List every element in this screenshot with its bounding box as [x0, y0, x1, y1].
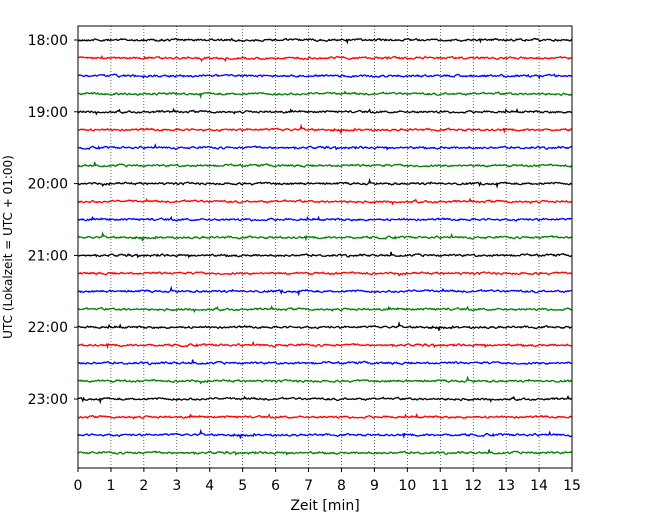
plot-frame [77, 25, 573, 469]
y-tick-label: 23:00 [28, 392, 68, 408]
x-tick-label: 6 [271, 478, 280, 494]
x-tick-label: 11 [431, 478, 449, 494]
x-tick-label: 7 [304, 478, 313, 494]
x-tick-label: 14 [530, 478, 548, 494]
trace-line [77, 340, 573, 350]
seismic-traces [77, 37, 573, 456]
trace-line [77, 285, 573, 297]
trace-line [77, 54, 573, 63]
y-axis-ticks: 18:00 19:00 20:00 21:00 22:00 23:00 [28, 33, 78, 408]
trace-line [77, 123, 573, 134]
x-tick-label: 1 [106, 478, 115, 494]
trace-line [77, 37, 573, 45]
x-tick-label: 10 [398, 478, 416, 494]
trace-line [77, 271, 573, 277]
trace-line [77, 73, 573, 80]
y-tick-label: 21:00 [28, 248, 68, 264]
trace-line [77, 143, 573, 151]
y-tick-label: 19:00 [28, 105, 68, 121]
trace-line [77, 320, 573, 331]
trace-line [77, 428, 573, 439]
trace-line [77, 394, 573, 405]
y-tick-label: 22:00 [28, 320, 68, 336]
x-tick-label: 0 [74, 478, 83, 494]
trace-line [77, 107, 573, 116]
trace-line [77, 251, 573, 259]
x-tick-label: 3 [172, 478, 181, 494]
x-axis-label: Zeit [min] [290, 498, 359, 514]
x-tick-label: 8 [337, 478, 346, 494]
y-tick-label: 20:00 [28, 177, 68, 193]
trace-line [77, 177, 573, 189]
trace-line [77, 90, 573, 100]
trace-line [77, 375, 573, 385]
trace-line [77, 449, 573, 456]
x-tick-label: 4 [205, 478, 214, 494]
trace-line [77, 197, 573, 206]
trace-line [77, 305, 573, 314]
x-tick-label: 5 [238, 478, 247, 494]
trace-line [77, 162, 573, 168]
x-axis-ticks: 0 1 2 3 4 5 6 7 8 9 10 11 12 13 14 15 [74, 468, 581, 494]
trace-line [77, 412, 573, 420]
x-tick-label: 13 [497, 478, 515, 494]
trace-line [77, 231, 573, 242]
trace-line [77, 359, 573, 366]
y-axis-label: UTC (Lokalzeit = UTC + 01:00) [1, 155, 15, 339]
x-tick-label: 2 [139, 478, 148, 494]
y-tick-label: 18:00 [28, 33, 68, 49]
trace-line [77, 215, 573, 222]
x-tick-label: 9 [370, 478, 379, 494]
x-tick-label: 12 [464, 478, 482, 494]
x-tick-label: 15 [563, 478, 581, 494]
